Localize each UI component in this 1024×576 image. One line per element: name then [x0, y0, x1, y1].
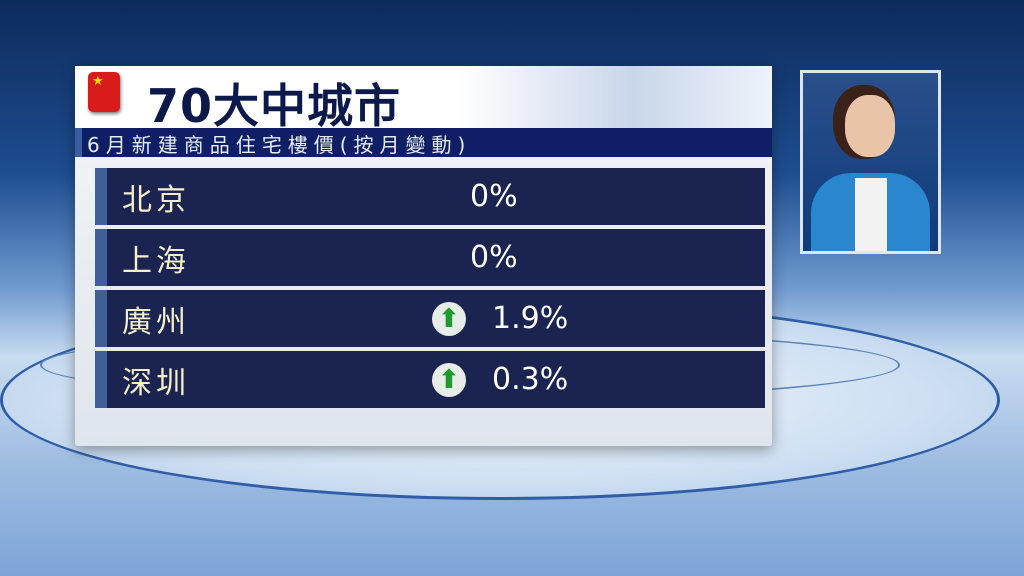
change-value: 0.3%: [492, 362, 569, 397]
city-name: 北京: [122, 182, 190, 218]
anchor-head: [845, 95, 895, 157]
china-flag-icon: ★: [88, 72, 120, 112]
table-row: 北京 0%: [95, 168, 765, 225]
table-row: 深圳 ⬆ 0.3%: [95, 351, 765, 408]
city-name: 廣州: [122, 304, 190, 340]
anchor-video-inset: [800, 70, 941, 254]
info-panel: ★ 70大中城市 6月新建商品住宅樓價(按月變動) 北京 0% 上海 0% 廣州…: [75, 66, 772, 446]
panel-title: 70大中城市: [147, 79, 402, 133]
title-bar: ★ 70大中城市: [75, 66, 772, 133]
panel-subtitle: 6月新建商品住宅樓價(按月變動): [75, 128, 772, 157]
change-value: 0%: [470, 240, 518, 275]
green-up-arrow-icon: ⬆: [432, 301, 466, 336]
change-value: 0%: [470, 179, 518, 214]
anchor-shirt: [855, 178, 887, 251]
green-up-arrow-icon: ⬆: [432, 362, 466, 397]
city-name: 上海: [122, 243, 190, 279]
change-value: 1.9%: [492, 301, 569, 336]
table-row: 廣州 ⬆ 1.9%: [95, 290, 765, 347]
city-name: 深圳: [122, 365, 190, 401]
table-row: 上海 0%: [95, 229, 765, 286]
